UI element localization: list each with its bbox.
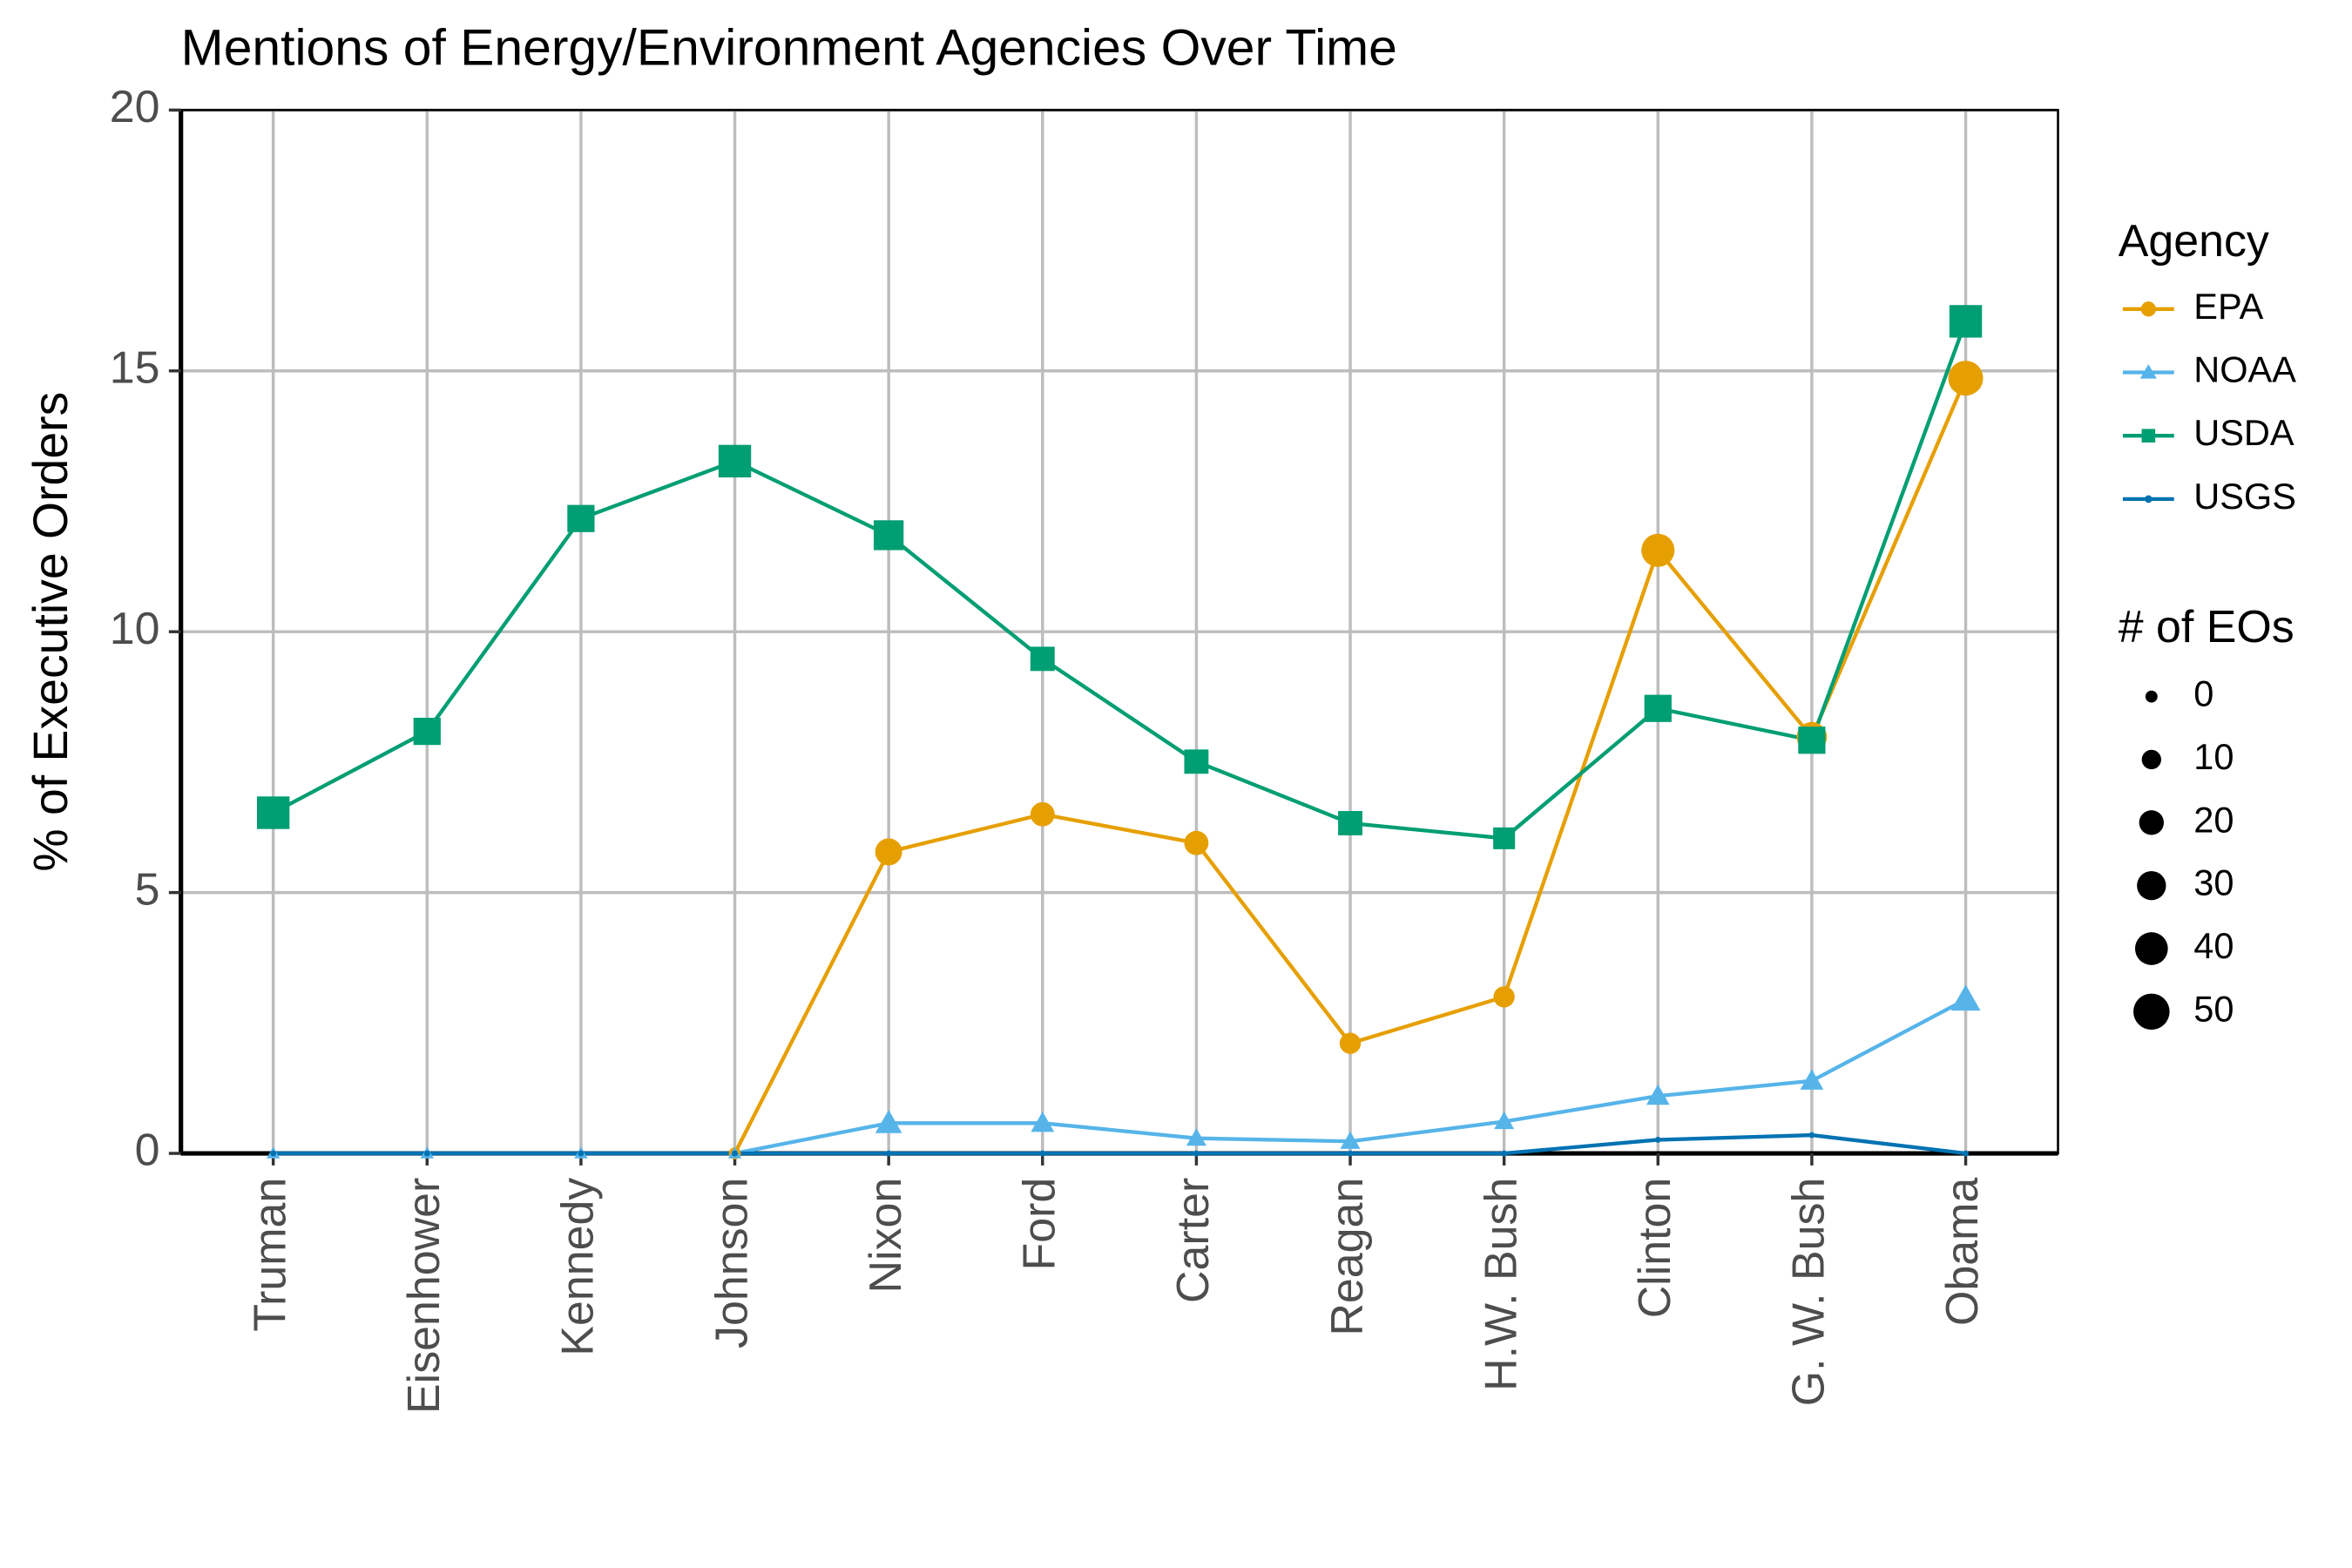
series-line <box>272 321 1968 841</box>
data-point <box>875 838 902 866</box>
legend-label: USGS <box>2193 476 2296 517</box>
data-point <box>718 444 752 478</box>
size-legend-dot <box>2145 690 2158 703</box>
data-point <box>1494 1112 1515 1130</box>
legend-label: NOAA <box>2193 348 2296 389</box>
y-tick-label: 15 <box>110 342 160 393</box>
legend-label: USDA <box>2193 412 2295 453</box>
data-point <box>1184 749 1209 774</box>
x-tick-label: Carter <box>1168 1178 1219 1303</box>
size-legend-label: 10 <box>2193 736 2234 777</box>
y-axis-label: % of Executive Orders <box>24 392 78 872</box>
size-legend-dot <box>2134 932 2168 965</box>
data-point <box>1501 1150 1508 1157</box>
data-point <box>1948 361 1984 396</box>
size-legend-dot <box>2133 993 2170 1031</box>
x-tick-label: Nixon <box>861 1178 911 1294</box>
data-point <box>1031 1111 1055 1132</box>
data-point <box>1340 1131 1361 1149</box>
size-legend-label: 50 <box>2193 988 2234 1029</box>
y-tick-label: 10 <box>110 604 160 654</box>
data-point <box>1646 1084 1670 1105</box>
data-point <box>1949 305 1983 338</box>
x-tick-label: Kennedy <box>553 1178 604 1356</box>
size-legend-label: 0 <box>2193 673 2213 714</box>
data-point <box>1654 1137 1661 1143</box>
data-point <box>270 1150 277 1157</box>
size-legend-dot <box>2139 810 2164 835</box>
data-point <box>578 1150 585 1157</box>
data-point <box>732 1150 738 1157</box>
legend-marker <box>2145 495 2153 504</box>
data-point <box>1950 984 1981 1011</box>
x-tick-label: Obama <box>1937 1178 1988 1326</box>
series-line <box>273 997 1967 1156</box>
data-point <box>1186 1128 1206 1146</box>
x-tick-label: G. W. Bush <box>1784 1178 1835 1407</box>
y-tick-label: 0 <box>135 1125 160 1176</box>
size-legend-title: # of EOs <box>2119 602 2295 652</box>
data-point <box>1493 827 1516 849</box>
y-tick-label: 5 <box>135 864 160 915</box>
x-tick-label: Clinton <box>1630 1178 1680 1319</box>
legend-marker <box>2141 429 2156 443</box>
x-tick-label: Johnson <box>706 1178 757 1348</box>
size-legend-label: 20 <box>2193 799 2234 840</box>
legend-marker <box>2139 363 2157 379</box>
size-legend-dot <box>2137 870 2166 901</box>
data-point <box>1808 1132 1815 1139</box>
data-point <box>1184 830 1209 855</box>
legend-marker <box>2140 301 2156 317</box>
x-tick-label: Reagan <box>1322 1178 1373 1336</box>
data-point <box>1963 1150 1969 1157</box>
x-tick-label: H.W. Bush <box>1476 1178 1526 1391</box>
data-point <box>423 1150 430 1157</box>
data-point <box>1193 1150 1200 1157</box>
chart-title: Mentions of Energy/Environment Agencies … <box>181 19 1397 76</box>
size-legend-label: 40 <box>2193 925 2234 966</box>
data-point <box>1800 1069 1824 1090</box>
legend-title: Agency <box>2119 216 2269 267</box>
data-point <box>1644 694 1672 722</box>
data-point <box>1347 1150 1354 1157</box>
series-line <box>273 1132 1966 1156</box>
data-point <box>1030 801 1055 827</box>
data-point <box>1339 1032 1362 1054</box>
size-legend-dot <box>2141 749 2161 770</box>
data-point <box>885 1150 892 1157</box>
data-point <box>1338 811 1362 835</box>
y-tick-label: 20 <box>110 82 160 132</box>
data-point <box>874 520 904 551</box>
legend-label: EPA <box>2193 286 2263 327</box>
data-point <box>413 717 441 746</box>
data-point <box>256 796 290 829</box>
data-point <box>1641 533 1675 567</box>
data-point <box>1493 986 1515 1008</box>
data-point <box>1039 1150 1046 1157</box>
data-point <box>875 1109 902 1133</box>
data-point <box>1030 646 1055 672</box>
x-tick-label: Eisenhower <box>399 1178 449 1414</box>
size-legend-label: 30 <box>2193 862 2234 903</box>
x-tick-label: Ford <box>1015 1178 1065 1271</box>
x-tick-label: Truman <box>245 1178 295 1332</box>
data-point <box>567 504 595 532</box>
data-point <box>1798 727 1826 754</box>
